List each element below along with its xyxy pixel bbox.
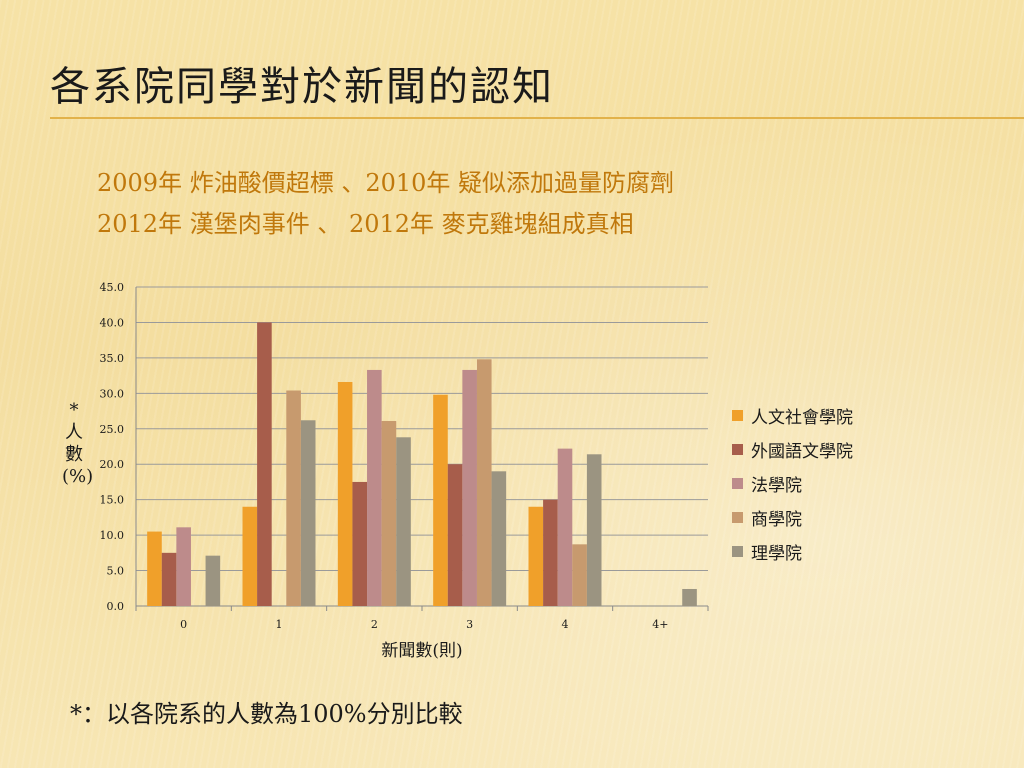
subtitle-line-1: 2009年 炸油酸價超標 、2010年 疑似添加過量防腐劑 xyxy=(97,169,675,197)
legend-label: 人文社會學院 xyxy=(751,407,853,428)
bar xyxy=(367,369,382,606)
y-axis-title-char: * xyxy=(69,400,79,421)
legend-item: 理學院 xyxy=(732,534,853,568)
legend-swatch xyxy=(732,511,743,523)
bar xyxy=(337,381,353,606)
bar xyxy=(491,471,507,606)
legend-item: 商學院 xyxy=(732,500,853,534)
bar xyxy=(147,531,162,606)
chart-legend: 人文社會學院 外國語文學院 法學院商學院理學院 xyxy=(732,398,853,568)
x-tick-label: 4+ xyxy=(652,618,668,631)
y-tick-label: 30.0 xyxy=(100,387,125,400)
y-axis-title-char: 人 xyxy=(65,422,83,443)
bar xyxy=(257,322,272,606)
subtitle-line-2: 2012年 漢堡肉事件 、 2012年 麥克雞塊組成真相 xyxy=(97,210,634,238)
y-tick-label: 20.0 xyxy=(100,458,125,471)
y-tick-label: 0.0 xyxy=(107,600,125,613)
y-tick-label: 15.0 xyxy=(100,494,125,507)
y-tick-label: 10.0 xyxy=(100,529,125,542)
title-divider xyxy=(50,117,1024,119)
x-tick-label: 3 xyxy=(466,618,473,631)
y-tick-label: 40.0 xyxy=(100,316,125,329)
y-tick-label: 35.0 xyxy=(100,352,125,365)
bar xyxy=(205,555,221,606)
legend-item: 人文社會學院 xyxy=(732,398,853,432)
bar xyxy=(300,420,316,606)
legend-label: 法學院 xyxy=(751,475,802,496)
bar xyxy=(242,506,258,606)
y-tick-label: 25.0 xyxy=(100,423,125,436)
x-tick-label: 1 xyxy=(276,618,283,631)
y-tick-label: 45.0 xyxy=(100,281,125,294)
legend-label: 外國語文學院 xyxy=(751,441,853,462)
bar xyxy=(396,437,411,606)
legend-swatch xyxy=(732,545,743,557)
bar xyxy=(352,481,368,606)
y-axis-title-char: (%) xyxy=(62,466,94,487)
bar xyxy=(476,359,492,606)
bar xyxy=(586,454,602,606)
bar xyxy=(572,544,587,606)
legend-swatch xyxy=(732,409,743,421)
bar xyxy=(528,506,544,606)
legend-swatch xyxy=(732,477,743,489)
bar xyxy=(381,420,397,606)
y-tick-label: 5.0 xyxy=(107,565,125,578)
bar xyxy=(176,527,191,606)
bar xyxy=(447,464,463,606)
slide-title: 各系院同學對於新聞的認知 xyxy=(50,64,554,110)
x-tick-label: 2 xyxy=(371,618,378,631)
legend-label: 理學院 xyxy=(751,543,802,564)
x-tick-label: 0 xyxy=(180,618,187,631)
bar xyxy=(557,448,573,606)
y-axis-title: * 人 數 (%) xyxy=(62,400,94,488)
bar xyxy=(462,369,477,606)
bar xyxy=(543,499,558,606)
bar xyxy=(161,552,177,606)
y-axis-title-char: 數 xyxy=(65,444,83,465)
legend-item: 法學院 xyxy=(732,466,853,500)
footnote: *：以各院系的人數為100%分別比較 xyxy=(70,700,463,728)
legend-swatch xyxy=(732,443,743,455)
legend-label: 商學院 xyxy=(751,509,802,530)
bar xyxy=(433,394,448,606)
bar xyxy=(286,390,301,606)
legend-item: 外國語文學院 xyxy=(732,432,853,466)
x-tick-label: 4 xyxy=(562,618,569,631)
bar xyxy=(682,588,697,606)
x-axis-title: 新聞數(則) xyxy=(381,641,462,661)
